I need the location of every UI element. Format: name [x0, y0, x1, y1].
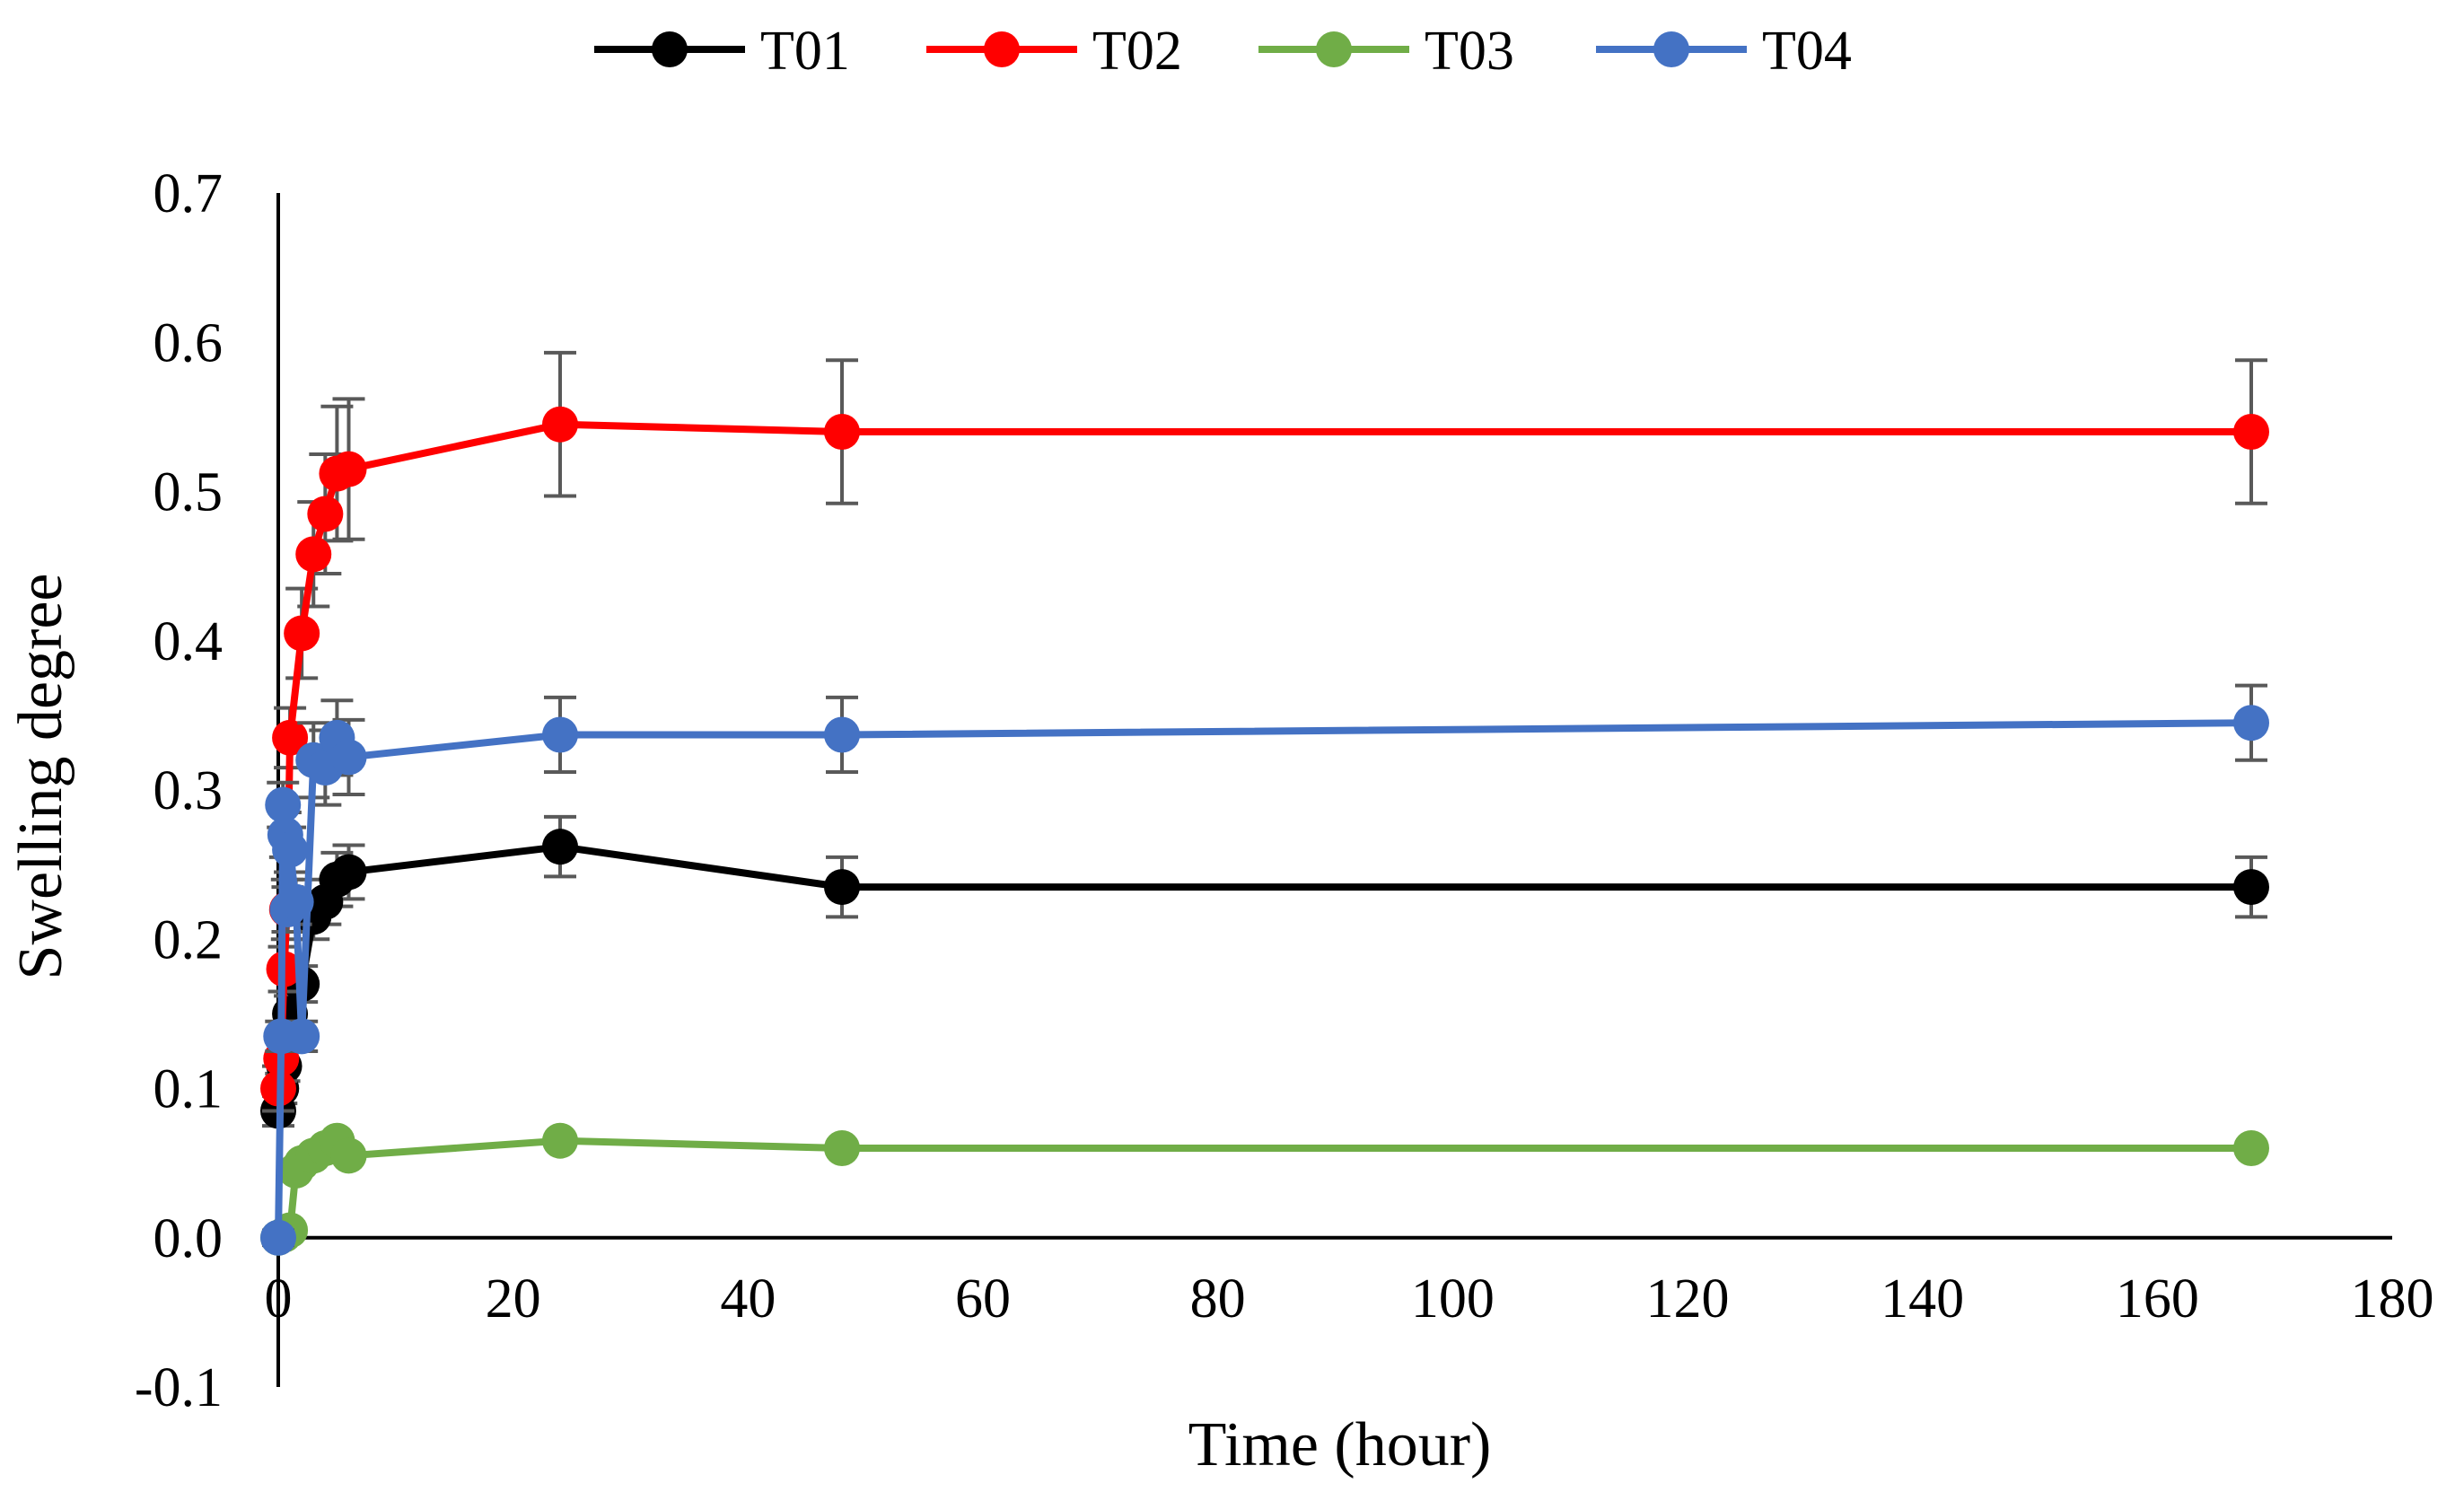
data-point	[2233, 869, 2269, 906]
x-tick-label: 80	[1190, 1268, 1246, 1330]
x-tick-label: 120	[1646, 1268, 1730, 1330]
y-tick-label: 0.6	[153, 312, 224, 373]
y-tick-label: 0.7	[153, 163, 224, 224]
data-point	[542, 716, 578, 753]
x-tick-labels: 0 20 40 60 80 100 120 140 160 180	[265, 1268, 2434, 1330]
x-tick-label: 60	[955, 1268, 1011, 1330]
data-point	[272, 719, 309, 756]
legend-swatch-marker	[652, 31, 688, 67]
x-tick-label: 180	[2351, 1268, 2434, 1330]
x-tick-label: 140	[1881, 1268, 1964, 1330]
data-point	[824, 1130, 860, 1166]
x-tick-label: 100	[1411, 1268, 1495, 1330]
y-tick-label: 0.2	[153, 909, 224, 970]
data-point	[2233, 1130, 2269, 1166]
data-point	[272, 831, 309, 868]
x-tick-label: 20	[486, 1268, 541, 1330]
legend-swatch-marker	[984, 31, 1020, 67]
data-point	[284, 615, 320, 652]
legend: T01 T02 T03 T04	[594, 21, 1852, 82]
series-line	[275, 420, 2251, 1089]
data-point	[330, 854, 367, 891]
series-t01	[260, 814, 2269, 1129]
data-point	[824, 414, 860, 450]
data-point	[542, 1122, 578, 1159]
x-tick-label: 0	[265, 1268, 293, 1330]
legend-label: T03	[1425, 21, 1514, 82]
y-tick-label: 0.0	[153, 1208, 224, 1269]
data-point	[330, 451, 367, 487]
data-point	[2233, 705, 2269, 742]
error-bars-t04	[262, 683, 2267, 1248]
series-line	[276, 1137, 2251, 1242]
legend-label: T04	[1762, 21, 1852, 82]
data-point	[330, 1137, 367, 1174]
data-point	[824, 716, 860, 753]
data-point	[265, 786, 302, 823]
data-point	[307, 496, 344, 532]
plot-area: -0.1 0.0 0.1 0.2 0.3 0.4 0.5 0.6 0.7 0 20 40 60 80 10…	[135, 163, 2434, 1418]
legend-label: T02	[1092, 21, 1182, 82]
data-point	[277, 883, 314, 920]
data-point	[330, 739, 367, 776]
series-t03	[260, 1122, 2269, 1256]
y-tick-label: 0.1	[153, 1059, 224, 1120]
data-point	[295, 536, 332, 573]
series-line	[275, 843, 2251, 1111]
series-layer	[260, 350, 2269, 1256]
data-point	[2233, 414, 2269, 450]
legend-item-t01: T01	[594, 21, 850, 82]
data-point	[260, 1219, 296, 1256]
x-tick-label: 160	[2116, 1268, 2199, 1330]
series-line	[275, 719, 2252, 1238]
series-t04	[260, 683, 2269, 1256]
y-tick-label: 0.3	[153, 760, 224, 821]
legend-label: T01	[760, 21, 850, 82]
legend-swatch-marker	[1653, 31, 1689, 67]
legend-item-t04: T04	[1596, 21, 1852, 82]
legend-item-t03: T03	[1258, 21, 1514, 82]
x-axis-title: Time (hour)	[1188, 1410, 1492, 1479]
data-point	[284, 1018, 320, 1055]
y-tick-labels: -0.1 0.0 0.1 0.2 0.3 0.4 0.5 0.6 0.7	[135, 163, 223, 1418]
legend-swatch-marker	[1316, 31, 1352, 67]
y-tick-label: 0.4	[153, 611, 224, 672]
legend-item-t02: T02	[926, 21, 1182, 82]
data-point	[542, 406, 578, 443]
y-tick-label: -0.1	[135, 1357, 223, 1418]
y-axis-title: Swelling degree	[6, 574, 75, 980]
data-point	[542, 829, 578, 865]
y-tick-label: 0.5	[153, 462, 224, 523]
x-tick-label: 40	[720, 1268, 776, 1330]
data-point	[824, 869, 860, 906]
